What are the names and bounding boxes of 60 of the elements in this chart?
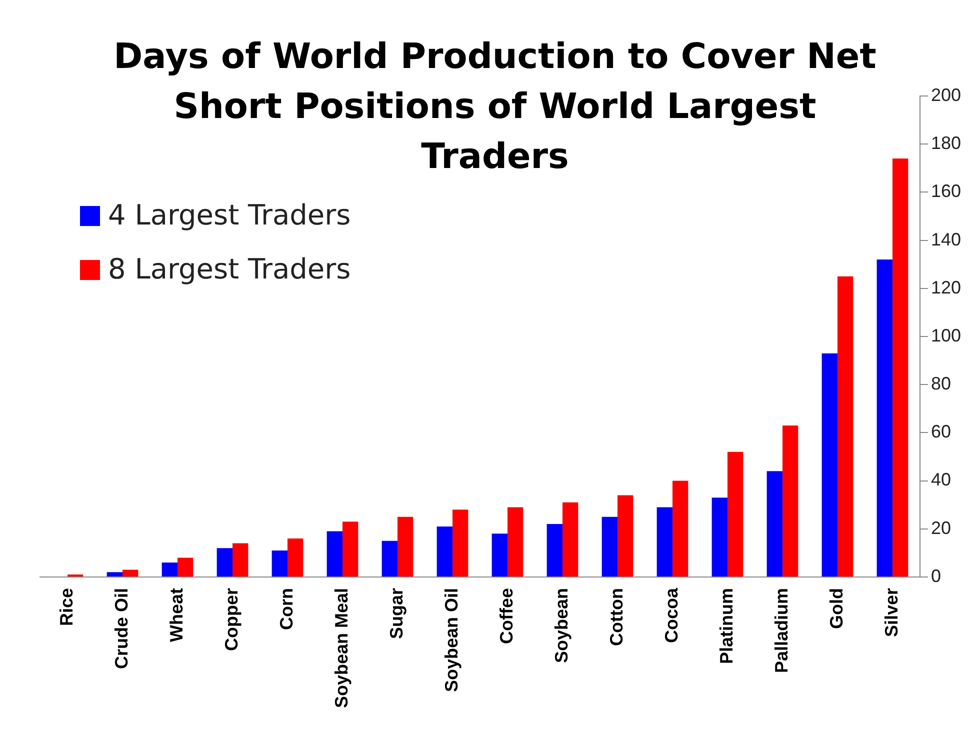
x-tick-label: Coffee <box>496 588 516 644</box>
bar <box>326 531 342 576</box>
bar <box>436 526 452 576</box>
bar <box>562 502 578 576</box>
bar <box>782 425 798 576</box>
bar <box>766 471 782 576</box>
y-tick-label: 180 <box>930 133 962 154</box>
bar <box>122 570 138 576</box>
bar <box>106 572 122 576</box>
bar <box>727 452 744 576</box>
y-tick-label: 40 <box>930 470 951 490</box>
x-tick-label: Soybean <box>551 588 572 663</box>
y-tick-label: 200 <box>930 84 962 105</box>
x-tick-label: Gold <box>826 588 846 629</box>
bar <box>216 548 232 576</box>
x-tick-label: Silver <box>881 588 902 638</box>
x-tick-label: Crude Oil <box>111 588 132 669</box>
bar <box>876 260 892 576</box>
x-tick-label: Sugar <box>386 588 406 639</box>
x-tick-label: Rice <box>56 588 76 626</box>
x-tick-label: Corn <box>276 588 296 630</box>
y-tick-label: 140 <box>930 229 962 250</box>
x-tick-label: Platinum <box>716 588 736 664</box>
y-tick-label: 20 <box>930 518 951 538</box>
bar <box>507 507 524 576</box>
bar <box>177 558 194 576</box>
y-tick-label: 80 <box>930 374 951 394</box>
x-tick-label: Wheat <box>166 588 186 642</box>
bar <box>602 516 618 576</box>
bar <box>712 498 728 576</box>
bar <box>232 543 248 576</box>
x-tick-label: Soybean Oil <box>441 588 462 692</box>
bar <box>546 524 562 576</box>
chart-title: Days of World Production to Cover Net Short Positions of World Largest Traders <box>112 36 878 179</box>
bar <box>672 480 688 576</box>
legend-label: 4 Largest Traders <box>108 198 351 232</box>
x-tick-label: Soybean Meal <box>331 588 352 708</box>
bar <box>892 158 908 576</box>
x-tick-label: Cocoa <box>661 586 682 643</box>
bar <box>287 538 304 576</box>
bar <box>342 522 358 576</box>
bar <box>656 507 672 576</box>
bar <box>617 495 634 576</box>
bar <box>397 516 414 576</box>
x-tick-label: Copper <box>221 588 242 651</box>
bar <box>837 276 854 576</box>
y-tick-label: 100 <box>930 325 962 346</box>
x-tick-label: Palladium <box>771 588 792 673</box>
y-tick-label: 60 <box>930 422 951 442</box>
y-tick-label: 160 <box>930 181 962 202</box>
bar <box>492 534 508 576</box>
bar <box>822 353 838 576</box>
bar <box>162 562 178 576</box>
bar <box>382 540 398 576</box>
bar <box>272 550 288 576</box>
bar <box>452 510 468 576</box>
legend-label: 8 Largest Traders <box>108 252 351 286</box>
y-tick-label: 0 <box>930 566 941 586</box>
y-tick-label: 120 <box>930 277 962 298</box>
x-tick-label: Cotton <box>606 588 626 646</box>
